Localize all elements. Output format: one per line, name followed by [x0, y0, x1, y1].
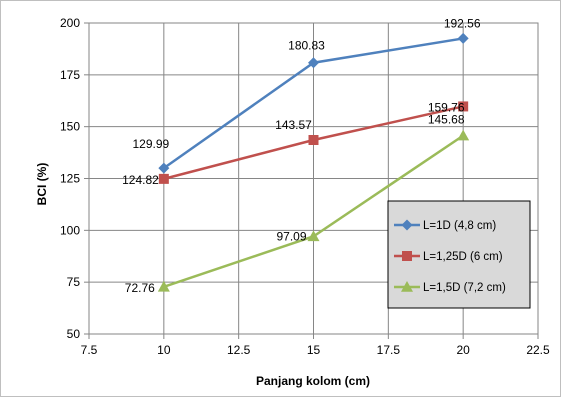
y-tick-label: 50: [67, 327, 81, 341]
legend-label-3: L=1,5D (7,2 cm): [423, 282, 506, 294]
y-tick-label: 200: [60, 16, 80, 30]
data-label: 129.99: [132, 137, 169, 151]
data-point-s2-3: [458, 101, 469, 112]
data-point-s2-1: [158, 173, 169, 184]
x-axis-title: Panjang kolom (cm): [256, 374, 370, 388]
legend-label-1: L=1D (4,8 cm): [423, 220, 496, 232]
x-tick-label: 22.5: [526, 343, 550, 357]
data-label: 124.82: [122, 173, 159, 187]
y-tick-label: 150: [60, 120, 80, 134]
legend: L=1D (4,8 cm) L=1,25D (6 cm) L=1,5D (7,2 c…: [387, 200, 531, 309]
data-label: 159.76: [428, 100, 465, 114]
data-point-s3-1: [157, 280, 170, 292]
axes: 50 75 100 125 150 175 200 7.5 10 12.5 15 17.5 20 22.5: [60, 16, 550, 357]
data-point-s1-2: [308, 57, 319, 69]
x-tick-label: 12.5: [227, 343, 251, 357]
legend-marker-2: [402, 251, 412, 261]
data-point-s3-3: [457, 129, 470, 141]
y-tick-label: 75: [67, 275, 81, 289]
data-point-s1-3: [457, 32, 469, 44]
x-tick-label: 10: [157, 343, 171, 357]
legend-label-2: L=1,25D (6 cm): [423, 251, 503, 263]
x-tick-label: 20: [456, 343, 470, 357]
data-label: 143.57: [275, 118, 312, 132]
data-label: 97.09: [276, 229, 306, 243]
series-layer: [157, 32, 470, 292]
legend-marker-3: [401, 281, 413, 292]
y-axis-title: BCI (%): [35, 163, 49, 206]
x-tick-label: 7.5: [81, 343, 98, 357]
data-point-s3-2: [307, 230, 320, 242]
y-tick-label: 125: [60, 172, 80, 186]
data-label: 180.83: [288, 39, 325, 53]
data-labels: 129.99 180.83 192.56 124.82 143.57 159.76 72.7…: [122, 16, 481, 294]
x-tick-label: 15: [307, 343, 321, 357]
y-tick-label: 175: [60, 68, 80, 82]
data-point-s2-2: [308, 134, 319, 145]
data-label: 192.56: [444, 16, 481, 30]
data-label: 145.68: [428, 113, 465, 127]
data-label: 72.76: [125, 281, 155, 295]
data-point-s1-1: [158, 162, 170, 174]
x-tick-label: 17.5: [377, 343, 401, 357]
y-tick-label: 100: [60, 223, 80, 237]
legend-marker-1: [401, 219, 413, 231]
